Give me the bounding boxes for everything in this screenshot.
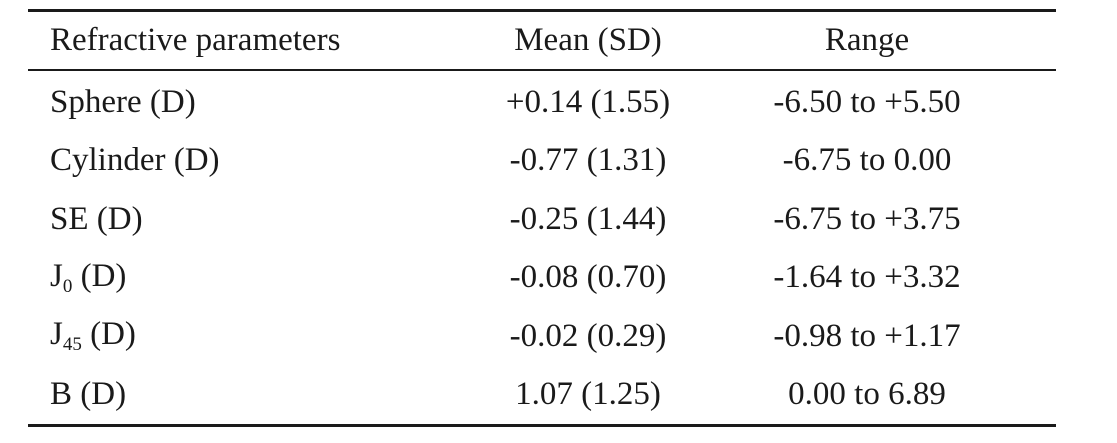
row-range: -1.64 to +3.32 — [773, 259, 961, 296]
row-mean: -0.08 (0.70) — [509, 259, 667, 296]
header-mean: Mean (SD) — [514, 22, 662, 58]
parameter-name: J — [50, 316, 63, 353]
table-top-rule — [28, 9, 1056, 12]
table-bottom-rule — [28, 424, 1056, 427]
table-row: Cylinder (D) -0.77 (1.31) -6.75 to 0.00 — [28, 132, 1056, 191]
parameter-unit: (D) — [88, 200, 143, 237]
parameter-unit: (D) — [81, 316, 136, 353]
header-parameter: Refractive parameters — [50, 22, 341, 58]
row-range: 0.00 to 6.89 — [788, 376, 946, 413]
row-parameter: Sphere (D) — [28, 83, 468, 120]
parameter-name: Cylinder — [50, 142, 166, 179]
row-mean: -0.25 (1.44) — [509, 200, 667, 237]
row-parameter: J0 (D) — [28, 257, 468, 297]
table-header-rule — [28, 69, 1056, 71]
row-mean: -0.02 (0.29) — [509, 317, 667, 354]
row-parameter: SE (D) — [28, 200, 468, 237]
parameter-unit: (D) — [72, 376, 127, 413]
parameter-subscript: 0 — [62, 275, 73, 297]
parameter-subscript: 45 — [62, 334, 82, 356]
refractive-parameters-table: Refractive parameters Mean (SD) Range Sp… — [28, 9, 1056, 427]
row-parameter: B (D) — [28, 378, 468, 411]
parameter-unit: (D) — [72, 257, 127, 294]
header-range: Range — [824, 22, 910, 58]
parameter-name: B — [50, 376, 73, 413]
row-mean: -0.77 (1.31) — [509, 142, 667, 179]
table-header-row: Refractive parameters Mean (SD) Range — [28, 12, 1056, 69]
table-row: SE (D) -0.25 (1.44) -6.75 to +3.75 — [28, 190, 1056, 249]
row-parameter: Cylinder (D) — [28, 144, 468, 177]
parameter-unit: (D) — [141, 83, 196, 120]
parameter-unit: (D) — [165, 142, 220, 179]
table-row: J0 (D) -0.08 (0.70) -1.64 to +3.32 — [28, 249, 1056, 308]
parameter-name: J — [50, 257, 63, 294]
row-range: -6.50 to +5.50 — [773, 83, 961, 120]
row-parameter: J45 (D) — [28, 316, 468, 356]
table-row: B (D) 1.07 (1.25) 0.00 to 6.89 — [28, 366, 1056, 425]
row-mean: +0.14 (1.55) — [505, 83, 671, 120]
table-row: Sphere (D) +0.14 (1.55) -6.50 to +5.50 — [28, 73, 1056, 132]
row-range: -6.75 to 0.00 — [782, 142, 952, 179]
row-mean: 1.07 (1.25) — [515, 376, 661, 413]
row-range: -6.75 to +3.75 — [773, 200, 961, 237]
table-row: J45 (D) -0.02 (0.29) -0.98 to +1.17 — [28, 307, 1056, 366]
parameter-name: SE — [50, 200, 89, 237]
row-range: -0.98 to +1.17 — [773, 317, 961, 354]
parameter-name: Sphere — [50, 83, 142, 120]
